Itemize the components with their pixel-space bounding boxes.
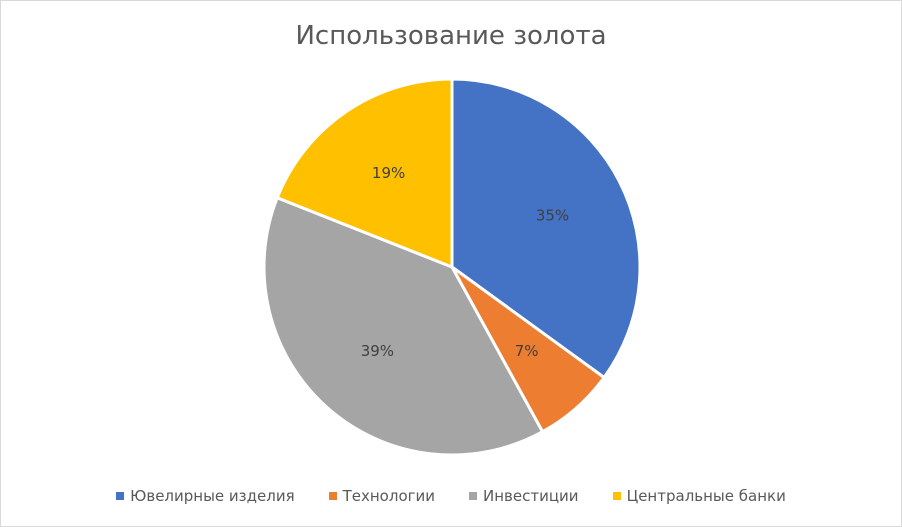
legend-item-central-banks: Центральные банки (612, 487, 786, 505)
pie-slice-investment (262, 196, 545, 457)
legend: Ювелирные изделия Технологии Инвестиции … (1, 487, 901, 505)
legend-item-investment: Инвестиции (469, 487, 579, 505)
data-label-central-banks: 19% (372, 164, 405, 182)
legend-item-jewelry: Ювелирные изделия (116, 487, 295, 505)
legend-label-jewelry: Ювелирные изделия (130, 487, 295, 505)
legend-label-central-banks: Центральные банки (626, 487, 786, 505)
pie-slice-central-banks (275, 77, 454, 269)
legend-label-investment: Инвестиции (483, 487, 579, 505)
data-label-investment: 39% (361, 342, 394, 360)
data-label-technology: 7% (515, 342, 539, 360)
legend-swatch-investment (469, 492, 478, 500)
pie-slice-jewelry (450, 77, 642, 380)
legend-swatch-technology (328, 492, 337, 500)
legend-swatch-central-banks (612, 492, 621, 500)
legend-item-technology: Технологии (328, 487, 436, 505)
data-label-jewelry: 35% (536, 206, 569, 224)
legend-label-technology: Технологии (342, 487, 436, 505)
legend-swatch-jewelry (116, 492, 125, 500)
chart-title: Использование золота (295, 21, 607, 51)
